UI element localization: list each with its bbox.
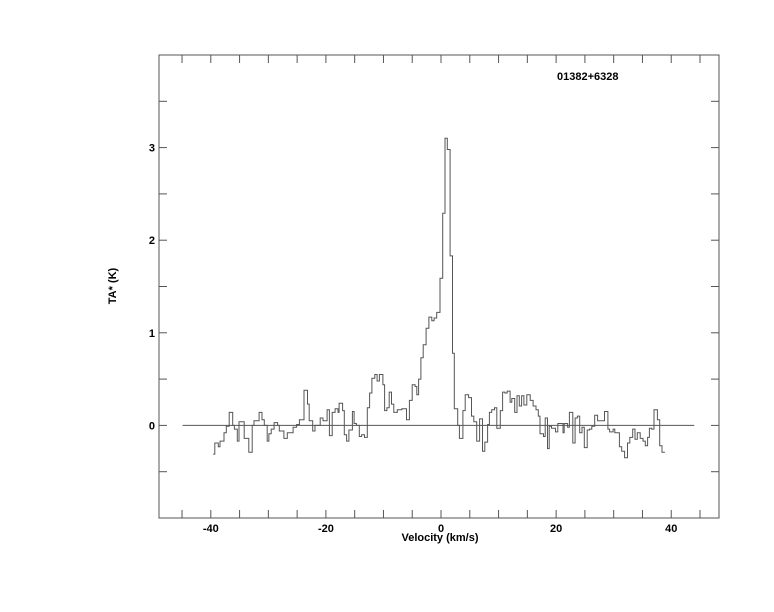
x-tick-label: -20 [318,523,334,535]
axis-ticks [159,54,719,519]
y-tick-label: 0 [149,420,155,432]
x-tick-label: 0 [438,523,444,535]
x-tick-label: -40 [203,523,219,535]
spectrum-step-line [213,137,665,459]
y-tick-label: 1 [149,328,155,340]
tick-labels: -40 -20 0 20 40 0 1 2 3 [149,143,677,535]
plot-frame [158,54,720,519]
y-tick-label: 2 [149,235,155,247]
x-tick-label: 40 [665,523,677,535]
x-tick-label: 20 [550,523,562,535]
x-axis-label: Velocity (km/s) [401,532,478,544]
y-axis-label: TA* (K) [107,267,119,304]
y-tick-label: 3 [149,143,155,155]
chart-title: 01382+6328 [557,71,618,83]
